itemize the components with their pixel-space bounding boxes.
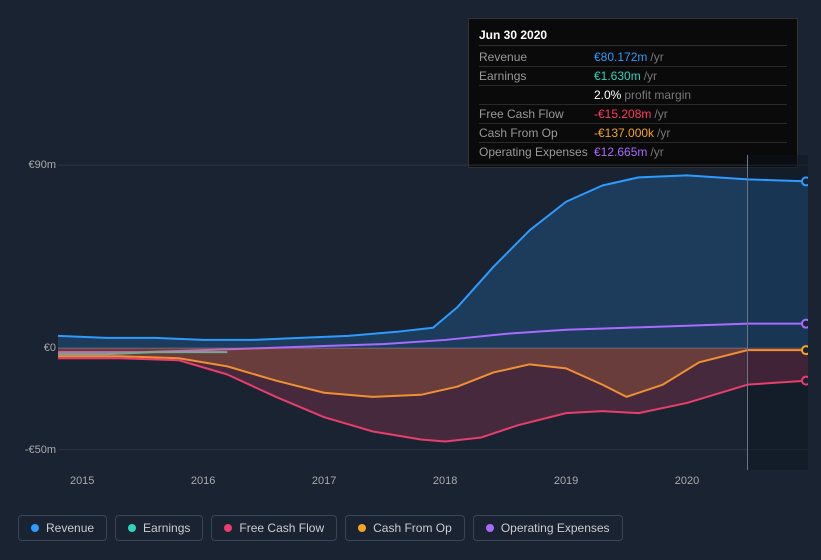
legend-label: Earnings: [143, 521, 190, 535]
y-axis-label: €90m: [20, 159, 56, 171]
chart-plot-area: [58, 155, 808, 470]
legend-item[interactable]: Operating Expenses: [473, 515, 623, 541]
tooltip-value: -€15.208m: [594, 107, 651, 121]
tooltip-label: Cash From Op: [479, 126, 594, 140]
tooltip-unit: /yr: [650, 50, 663, 64]
tooltip-label: Revenue: [479, 50, 594, 64]
tooltip-date: Jun 30 2020: [479, 25, 787, 46]
tooltip-value: €80.172m: [594, 50, 647, 64]
chart-legend: Revenue Earnings Free Cash Flow Cash From O…: [18, 515, 623, 541]
x-axis-label: 2020: [675, 475, 699, 487]
legend-item[interactable]: Cash From Op: [345, 515, 465, 541]
legend-dot-icon: [31, 524, 39, 532]
legend-dot-icon: [224, 524, 232, 532]
tooltip-value: 2.0%: [594, 88, 621, 102]
tooltip-row: Earnings€1.630m/yr: [479, 67, 787, 86]
tooltip-value: €1.630m: [594, 69, 641, 83]
tooltip-unit: /yr: [654, 107, 667, 121]
tooltip-value: -€137.000k: [594, 126, 654, 140]
legend-label: Operating Expenses: [501, 521, 610, 535]
y-axis-label: -€50m: [20, 444, 56, 456]
legend-label: Cash From Op: [373, 521, 452, 535]
y-axis-label: €0: [20, 342, 56, 354]
tooltip-row: Cash From Op-€137.000k/yr: [479, 124, 787, 143]
financials-chart[interactable]: €90m €0 -€50m 2015 2016 2017 2018 2019 2020: [18, 155, 808, 510]
tooltip-label: Earnings: [479, 69, 594, 83]
x-axis-label: 2017: [312, 475, 336, 487]
legend-dot-icon: [128, 524, 136, 532]
legend-label: Free Cash Flow: [239, 521, 324, 535]
tooltip-label: [479, 88, 594, 102]
tooltip-label: Free Cash Flow: [479, 107, 594, 121]
tooltip-unit: profit margin: [624, 88, 691, 102]
legend-item[interactable]: Earnings: [115, 515, 203, 541]
legend-item[interactable]: Revenue: [18, 515, 107, 541]
legend-dot-icon: [358, 524, 366, 532]
tooltip-unit: /yr: [657, 126, 670, 140]
x-axis-label: 2019: [554, 475, 578, 487]
legend-item[interactable]: Free Cash Flow: [211, 515, 337, 541]
tooltip-unit: /yr: [644, 69, 657, 83]
chart-tooltip: Jun 30 2020 Revenue€80.172m/yrEarnings€1…: [468, 18, 798, 168]
x-axis-label: 2018: [433, 475, 457, 487]
legend-label: Revenue: [46, 521, 94, 535]
legend-dot-icon: [486, 524, 494, 532]
x-axis-label: 2015: [70, 475, 94, 487]
tooltip-row: Revenue€80.172m/yr: [479, 48, 787, 67]
tooltip-row: 2.0%profit margin: [479, 86, 787, 105]
tooltip-row: Free Cash Flow-€15.208m/yr: [479, 105, 787, 124]
x-axis-label: 2016: [191, 475, 215, 487]
